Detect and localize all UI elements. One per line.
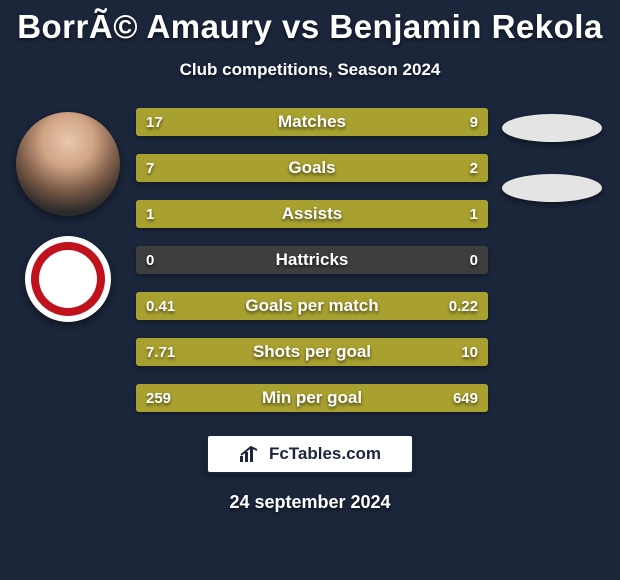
stat-bar: 259649Min per goal — [136, 384, 488, 412]
stat-label: Goals per match — [136, 292, 488, 320]
brand-badge: FcTables.com — [206, 434, 414, 474]
placeholder-ellipse — [502, 114, 602, 142]
stat-bar: 00Hattricks — [136, 246, 488, 274]
brand-text: FcTables.com — [269, 444, 381, 464]
club-badge: ISC — [25, 236, 111, 322]
stat-bar: 0.410.22Goals per match — [136, 292, 488, 320]
player-avatar — [16, 112, 120, 216]
stat-label: Min per goal — [136, 384, 488, 412]
placeholder-ellipse — [502, 174, 602, 202]
stat-label: Shots per goal — [136, 338, 488, 366]
stat-bar: 72Goals — [136, 154, 488, 182]
page-title: BorrÃ© Amaury vs Benjamin Rekola — [0, 8, 620, 46]
club-monogram: ISC — [25, 236, 111, 322]
stat-label: Matches — [136, 108, 488, 136]
page-subtitle: Club competitions, Season 2024 — [0, 60, 620, 80]
stat-bar: 11Assists — [136, 200, 488, 228]
stat-label: Goals — [136, 154, 488, 182]
body-row: ISC 179Matches 72Goals 11Assists 00Hattrick… — [0, 108, 620, 412]
stat-bar: 179Matches — [136, 108, 488, 136]
stat-label: Assists — [136, 200, 488, 228]
date-line: 24 september 2024 — [0, 492, 620, 513]
chart-icon — [239, 445, 261, 463]
comparison-card: BorrÃ© Amaury vs Benjamin Rekola Club co… — [0, 0, 620, 580]
stat-bar: 7.7110Shots per goal — [136, 338, 488, 366]
right-column — [496, 114, 608, 202]
stat-label: Hattricks — [136, 246, 488, 274]
left-column: ISC — [8, 108, 128, 322]
